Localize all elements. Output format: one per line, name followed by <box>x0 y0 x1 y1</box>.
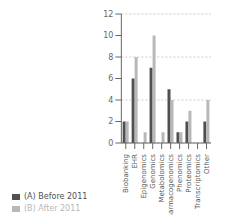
svg-text:8: 8 <box>108 53 113 62</box>
svg-text:Other: Other <box>203 154 211 174</box>
html-text:(B) After 2011: (B) After 2011 <box>24 204 81 213</box>
svg-text:Epigenomics: Epigenomics <box>140 154 148 199</box>
svg-text:Phenomics: Phenomics <box>176 154 184 192</box>
svg-text:6: 6 <box>108 74 113 83</box>
svg-text:2: 2 <box>108 117 113 126</box>
svg-text:0: 0 <box>108 139 113 148</box>
svg-text:Metabolomics: Metabolomics <box>158 154 166 203</box>
svg-text:4: 4 <box>108 96 113 105</box>
svg-text:Proteomics: Proteomics <box>185 154 193 193</box>
svg-text:Genomics: Genomics <box>149 154 157 189</box>
svg-text:Biobanking: Biobanking <box>122 154 130 193</box>
svg-text:EHR: EHR <box>131 154 139 169</box>
svg-text:10: 10 <box>103 31 113 40</box>
svg-text:Transcriptomics: Transcriptomics <box>194 154 202 210</box>
html-text:(A) Before 2011: (A) Before 2011 <box>24 192 88 201</box>
svg-text:Pharmacogenomics: Pharmacogenomics <box>167 154 175 215</box>
svg-text:12: 12 <box>103 10 113 19</box>
